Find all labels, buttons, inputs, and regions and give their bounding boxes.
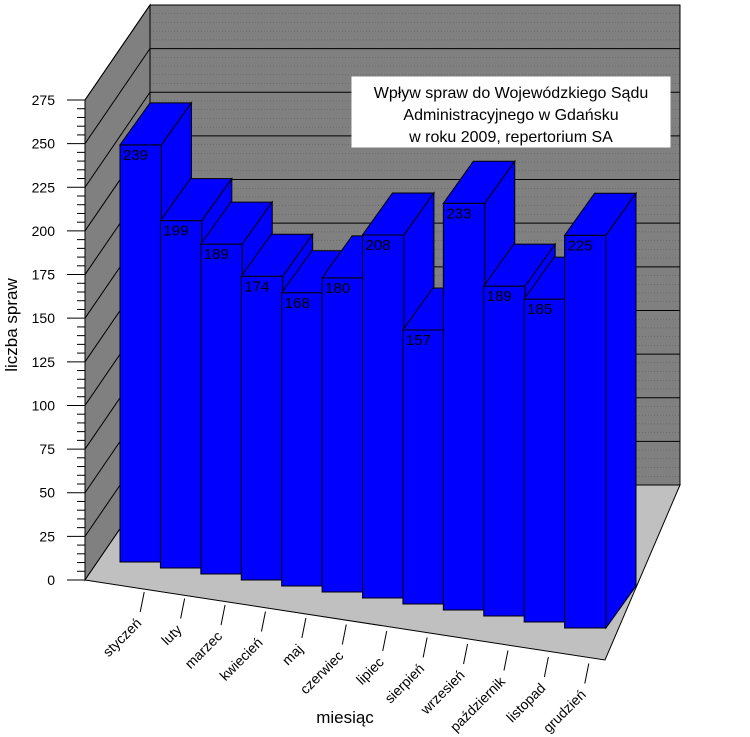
chart-title-line-2: Administracyjnego w Gdańsku bbox=[403, 107, 618, 124]
bar-value-label: 168 bbox=[285, 295, 310, 312]
x-tick bbox=[463, 643, 469, 665]
bar-value-label: 157 bbox=[406, 332, 431, 349]
y-tick-label: 175 bbox=[32, 267, 56, 283]
x-tick-label: styczeń bbox=[99, 615, 144, 660]
bar-front-face bbox=[159, 220, 203, 569]
x-tick bbox=[503, 650, 509, 671]
x-tick-label: luty bbox=[158, 621, 185, 648]
y-tick-label: 275 bbox=[32, 92, 56, 108]
x-tick bbox=[543, 656, 549, 678]
y-tick-label: 100 bbox=[32, 397, 56, 413]
x-tick-label: maj bbox=[279, 641, 306, 668]
bar-value-label: 189 bbox=[487, 288, 512, 305]
x-tick-label: grudzień bbox=[540, 686, 589, 735]
x-tick bbox=[180, 598, 186, 619]
x-tick-label: sierpień bbox=[381, 660, 427, 706]
y-tick-label: 200 bbox=[32, 223, 56, 239]
bar-value-label: 208 bbox=[366, 237, 391, 254]
x-tick bbox=[584, 663, 590, 684]
y-tick-label: 25 bbox=[39, 528, 55, 544]
y-tick-label: 0 bbox=[47, 572, 55, 588]
x-tick bbox=[341, 624, 347, 645]
x-tick bbox=[301, 617, 307, 639]
bar bbox=[563, 191, 637, 630]
bar-front-face bbox=[200, 243, 243, 575]
bars bbox=[119, 101, 637, 630]
bar-value-label: 199 bbox=[163, 223, 188, 240]
chart-title-line-1: Wpływ spraw do Wojewódzkiego Sądu bbox=[374, 85, 649, 102]
bar-value-label: 239 bbox=[123, 147, 148, 164]
bar-front-face bbox=[281, 292, 324, 587]
y-axis-title: liczba spraw bbox=[2, 278, 21, 372]
x-tick-label: lipiec bbox=[353, 654, 387, 688]
side-gridline bbox=[84, 91, 151, 188]
x-tick-label: czerwiec bbox=[297, 647, 347, 697]
bar-front-face bbox=[240, 275, 284, 581]
y-tick-label: 50 bbox=[39, 485, 55, 501]
x-tick bbox=[139, 591, 145, 613]
chart-title-box bbox=[351, 76, 671, 148]
bar-value-label: 185 bbox=[527, 301, 552, 318]
bar-value-label: 189 bbox=[204, 246, 229, 263]
chart-title-line-3: w roku 2009, repertorium SA bbox=[408, 129, 613, 146]
x-tick bbox=[260, 611, 266, 632]
y-tick-label: 150 bbox=[32, 310, 56, 326]
x-tick bbox=[220, 604, 226, 626]
bar-front-face bbox=[362, 234, 405, 599]
bar-front-face bbox=[119, 144, 162, 563]
x-tick-label: marzec bbox=[181, 628, 225, 672]
side-gridline bbox=[84, 48, 151, 144]
bar-value-label: 174 bbox=[244, 278, 269, 295]
y-tick-label: 125 bbox=[32, 354, 56, 370]
bar-front-face bbox=[442, 202, 486, 611]
x-tick bbox=[382, 630, 388, 652]
y-tick-label: 250 bbox=[32, 136, 56, 152]
x-axis-title: miesiąc bbox=[316, 708, 374, 727]
y-tick-label: 225 bbox=[32, 179, 56, 195]
side-gridline bbox=[84, 4, 151, 101]
bar-front-face bbox=[321, 277, 364, 593]
chart-title: Wpływ spraw do Wojewódzkiego Sądu Admini… bbox=[351, 76, 671, 148]
bar-front-face bbox=[483, 285, 526, 617]
x-tick-label: kwiecień bbox=[216, 634, 265, 683]
y-tick-label: 75 bbox=[39, 441, 55, 457]
y-axis: 0 25 50 75 100 125 150 175 200 225 250 275 bbox=[32, 92, 86, 588]
bar-value-label: 180 bbox=[325, 280, 350, 297]
bar-value-label: 233 bbox=[446, 205, 471, 222]
bar-front-face bbox=[564, 234, 607, 629]
data-labels: 239 199 189 174 168 180 208 157 233 189 185 225 bbox=[123, 147, 593, 349]
bar-front-face bbox=[523, 298, 567, 623]
bar-front-face bbox=[402, 329, 445, 605]
x-tick-label: listopad bbox=[503, 680, 548, 725]
x-tick bbox=[422, 637, 428, 658]
bar-side-face bbox=[605, 191, 637, 630]
bar-value-label: 225 bbox=[568, 237, 593, 254]
